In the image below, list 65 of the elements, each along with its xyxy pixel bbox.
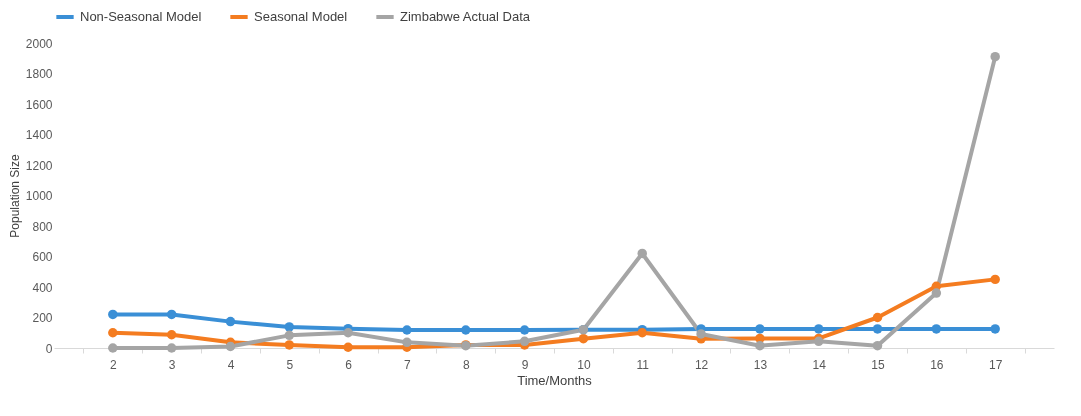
point	[931, 288, 942, 298]
point	[166, 343, 177, 353]
x-tick-label: 11	[636, 357, 650, 372]
y-tick-label: 600	[32, 250, 53, 264]
y-tick-label: 1800	[25, 67, 53, 81]
point	[108, 309, 118, 320]
x-tick-label: 9	[521, 357, 529, 372]
x-tick-label: 17	[989, 357, 1003, 372]
point	[578, 333, 589, 344]
y-tick-label: 800	[32, 219, 53, 234]
point	[284, 340, 295, 350]
y-tick-label: 1200	[25, 158, 53, 173]
point	[637, 328, 647, 338]
legend-label: Seasonal Model	[254, 9, 348, 24]
point	[225, 316, 236, 327]
point	[519, 325, 530, 335]
y-axis-title: Population Size	[7, 153, 22, 238]
x-tick-label: 6	[345, 357, 353, 372]
point	[637, 248, 647, 259]
point	[755, 340, 765, 351]
legend-label: Zimbabwe Actual Data	[400, 9, 531, 24]
x-tick-label: 4	[227, 357, 235, 372]
x-tick-label: 2	[109, 357, 117, 372]
point	[343, 342, 353, 352]
y-tick-label: 200	[32, 311, 53, 325]
point	[225, 341, 236, 352]
point	[755, 324, 765, 334]
x-tick-label: 13	[753, 357, 768, 372]
point	[872, 340, 883, 351]
point	[166, 309, 177, 320]
y-tick-label: 0	[45, 341, 53, 356]
point	[284, 322, 295, 332]
point	[108, 343, 118, 353]
y-tick-label: 1000	[25, 189, 53, 203]
y-tick-label: 2000	[25, 36, 53, 51]
point	[990, 274, 1000, 285]
y-tick-label: 1600	[25, 97, 53, 112]
point	[402, 325, 412, 335]
point	[990, 51, 1000, 62]
point	[519, 336, 530, 347]
point	[343, 328, 353, 338]
point	[284, 330, 295, 341]
point	[990, 324, 1000, 334]
point	[872, 312, 883, 323]
point	[813, 324, 824, 334]
x-tick-label: 3	[168, 357, 176, 372]
x-tick-label: 14	[812, 357, 827, 372]
point	[108, 328, 118, 338]
x-tick-label: 5	[286, 357, 294, 372]
point	[696, 329, 706, 339]
point	[402, 337, 412, 348]
y-tick-label: 400	[32, 280, 53, 295]
point	[931, 324, 942, 334]
point	[166, 330, 177, 340]
point	[872, 324, 883, 334]
x-tick-label: 10	[577, 357, 591, 372]
point	[461, 325, 471, 335]
x-tick-label: 15	[871, 357, 886, 372]
x-tick-label: 7	[404, 357, 412, 372]
y-tick-label: 1400	[25, 128, 53, 142]
x-axis-title: Time/Months	[517, 372, 593, 388]
x-tick-label: 12	[694, 357, 709, 372]
x-tick-label: 16	[930, 357, 944, 372]
x-tick-label: 8	[462, 357, 470, 372]
legend-label: Non-Seasonal Model	[80, 9, 202, 24]
